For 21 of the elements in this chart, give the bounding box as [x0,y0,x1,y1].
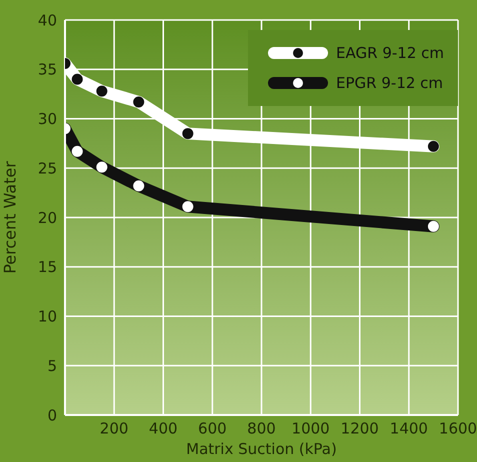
x-tick-label: 800 [247,420,276,438]
y-tick-label: 20 [38,208,57,227]
legend-label: EPGR 9-12 cm [336,74,444,92]
x-tick-label: 200 [100,420,128,438]
x-tick-label: 1000 [292,420,330,438]
x-tick-label: 1200 [340,420,379,438]
y-tick-label: 5 [47,356,57,375]
x-tick-label: 1600 [438,420,477,438]
y-tick-label: 40 [38,11,57,30]
x-axis-title: Matrix Suction (kPa) [186,440,337,458]
x-tick-label: 1400 [390,420,428,438]
x-tick-label: 600 [198,420,227,438]
y-tick-label: 35 [38,60,57,79]
y-tick-label: 25 [38,159,57,178]
y-axis-title: Percent Water [0,160,20,274]
y-tick-label: 15 [38,258,57,276]
y-tick-label: 0 [47,406,57,424]
y-tick-label: 30 [38,110,57,128]
legend-label: EAGR 9-12 cm [336,44,444,62]
y-tick-label: 10 [38,308,57,326]
x-tick-label: 400 [148,420,178,438]
